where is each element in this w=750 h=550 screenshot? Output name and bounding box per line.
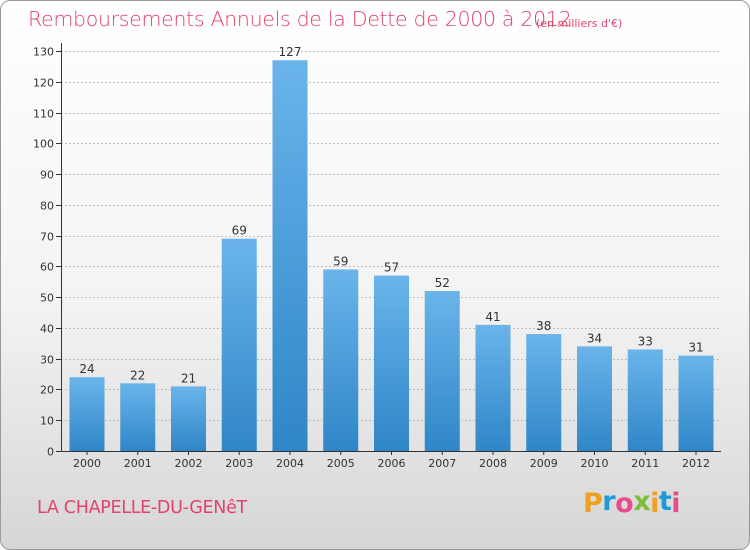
x-tick-label: 2000: [73, 457, 101, 470]
x-tick-label: 2006: [378, 457, 406, 470]
y-tick-label: 80: [40, 200, 54, 213]
bar[interactable]: [424, 291, 460, 451]
bar[interactable]: [374, 275, 409, 451]
bar-value-label: 21: [181, 371, 196, 385]
y-tick-label: 20: [40, 384, 54, 397]
bar[interactable]: [627, 349, 663, 451]
logo-letter: o: [615, 488, 634, 519]
labels: 0 10 20 30 40 50 60 70 80 90 100 110 120 130 24 2000 22 2…: [33, 45, 710, 470]
x-tick-label: 2009: [530, 457, 558, 470]
x-tick-label: 2003: [225, 457, 253, 470]
bar[interactable]: [678, 355, 714, 451]
y-tick-label: 100: [33, 138, 54, 151]
bar-value-label: 57: [384, 261, 399, 275]
bar-value-label: 59: [333, 254, 348, 268]
y-tick-label: 50: [40, 292, 54, 305]
logo-letter: i: [671, 488, 681, 519]
bar[interactable]: [171, 386, 206, 451]
bar[interactable]: [323, 269, 359, 451]
x-tick-label: 2001: [124, 457, 152, 470]
bar-value-label: 52: [435, 276, 450, 290]
logo-letter: t: [658, 486, 672, 517]
commune-name: LA CHAPELLE-DU-GENêT: [37, 498, 247, 518]
chart-unit-label: (en milliers d'€): [536, 17, 623, 30]
logo-letter: x: [633, 486, 651, 517]
logo-letter: P: [583, 488, 603, 519]
x-tick-label: 2011: [631, 457, 659, 470]
bar-value-label: 31: [688, 341, 703, 355]
y-tick-label: 120: [33, 77, 54, 90]
chart-title: Remboursements Annuels de la Dette de 20…: [28, 7, 572, 31]
bar-value-label: 38: [536, 319, 551, 333]
bar-value-label: 34: [587, 331, 602, 345]
logo-letter: r: [602, 486, 616, 517]
bar-value-label: 33: [638, 334, 653, 348]
y-tick-label: 0: [47, 446, 54, 459]
bar-value-label: 127: [279, 45, 302, 59]
y-tick-label: 70: [40, 231, 54, 244]
proxiti-logo[interactable]: Proxiti: [583, 486, 681, 519]
x-tick-label: 2004: [276, 457, 304, 470]
y-tick-label: 40: [40, 323, 54, 336]
bars: [69, 60, 714, 451]
y-tick-label: 10: [40, 415, 54, 428]
x-tick-label: 2010: [581, 457, 609, 470]
bar[interactable]: [69, 377, 105, 451]
logo-letter: i: [650, 488, 659, 519]
bar-value-label: 41: [485, 310, 500, 324]
y-tick-label: 90: [40, 169, 54, 182]
bar[interactable]: [221, 238, 257, 451]
bar-value-label: 22: [130, 368, 145, 382]
bar[interactable]: [577, 346, 612, 451]
y-tick-label: 30: [40, 354, 54, 367]
y-tick-label: 60: [40, 261, 54, 274]
bar[interactable]: [475, 324, 511, 451]
x-tick-label: 2002: [175, 457, 203, 470]
x-tick-label: 2008: [479, 457, 507, 470]
bar-value-label: 24: [79, 362, 94, 376]
x-tick-label: 2012: [682, 457, 710, 470]
bar-value-label: 69: [232, 224, 247, 238]
bar[interactable]: [120, 383, 156, 451]
axes: [56, 43, 721, 455]
x-tick-label: 2007: [428, 457, 456, 470]
y-tick-label: 130: [33, 46, 54, 59]
bar[interactable]: [272, 60, 308, 451]
bar[interactable]: [526, 334, 562, 451]
x-tick-label: 2005: [327, 457, 355, 470]
y-tick-label: 110: [33, 108, 54, 121]
